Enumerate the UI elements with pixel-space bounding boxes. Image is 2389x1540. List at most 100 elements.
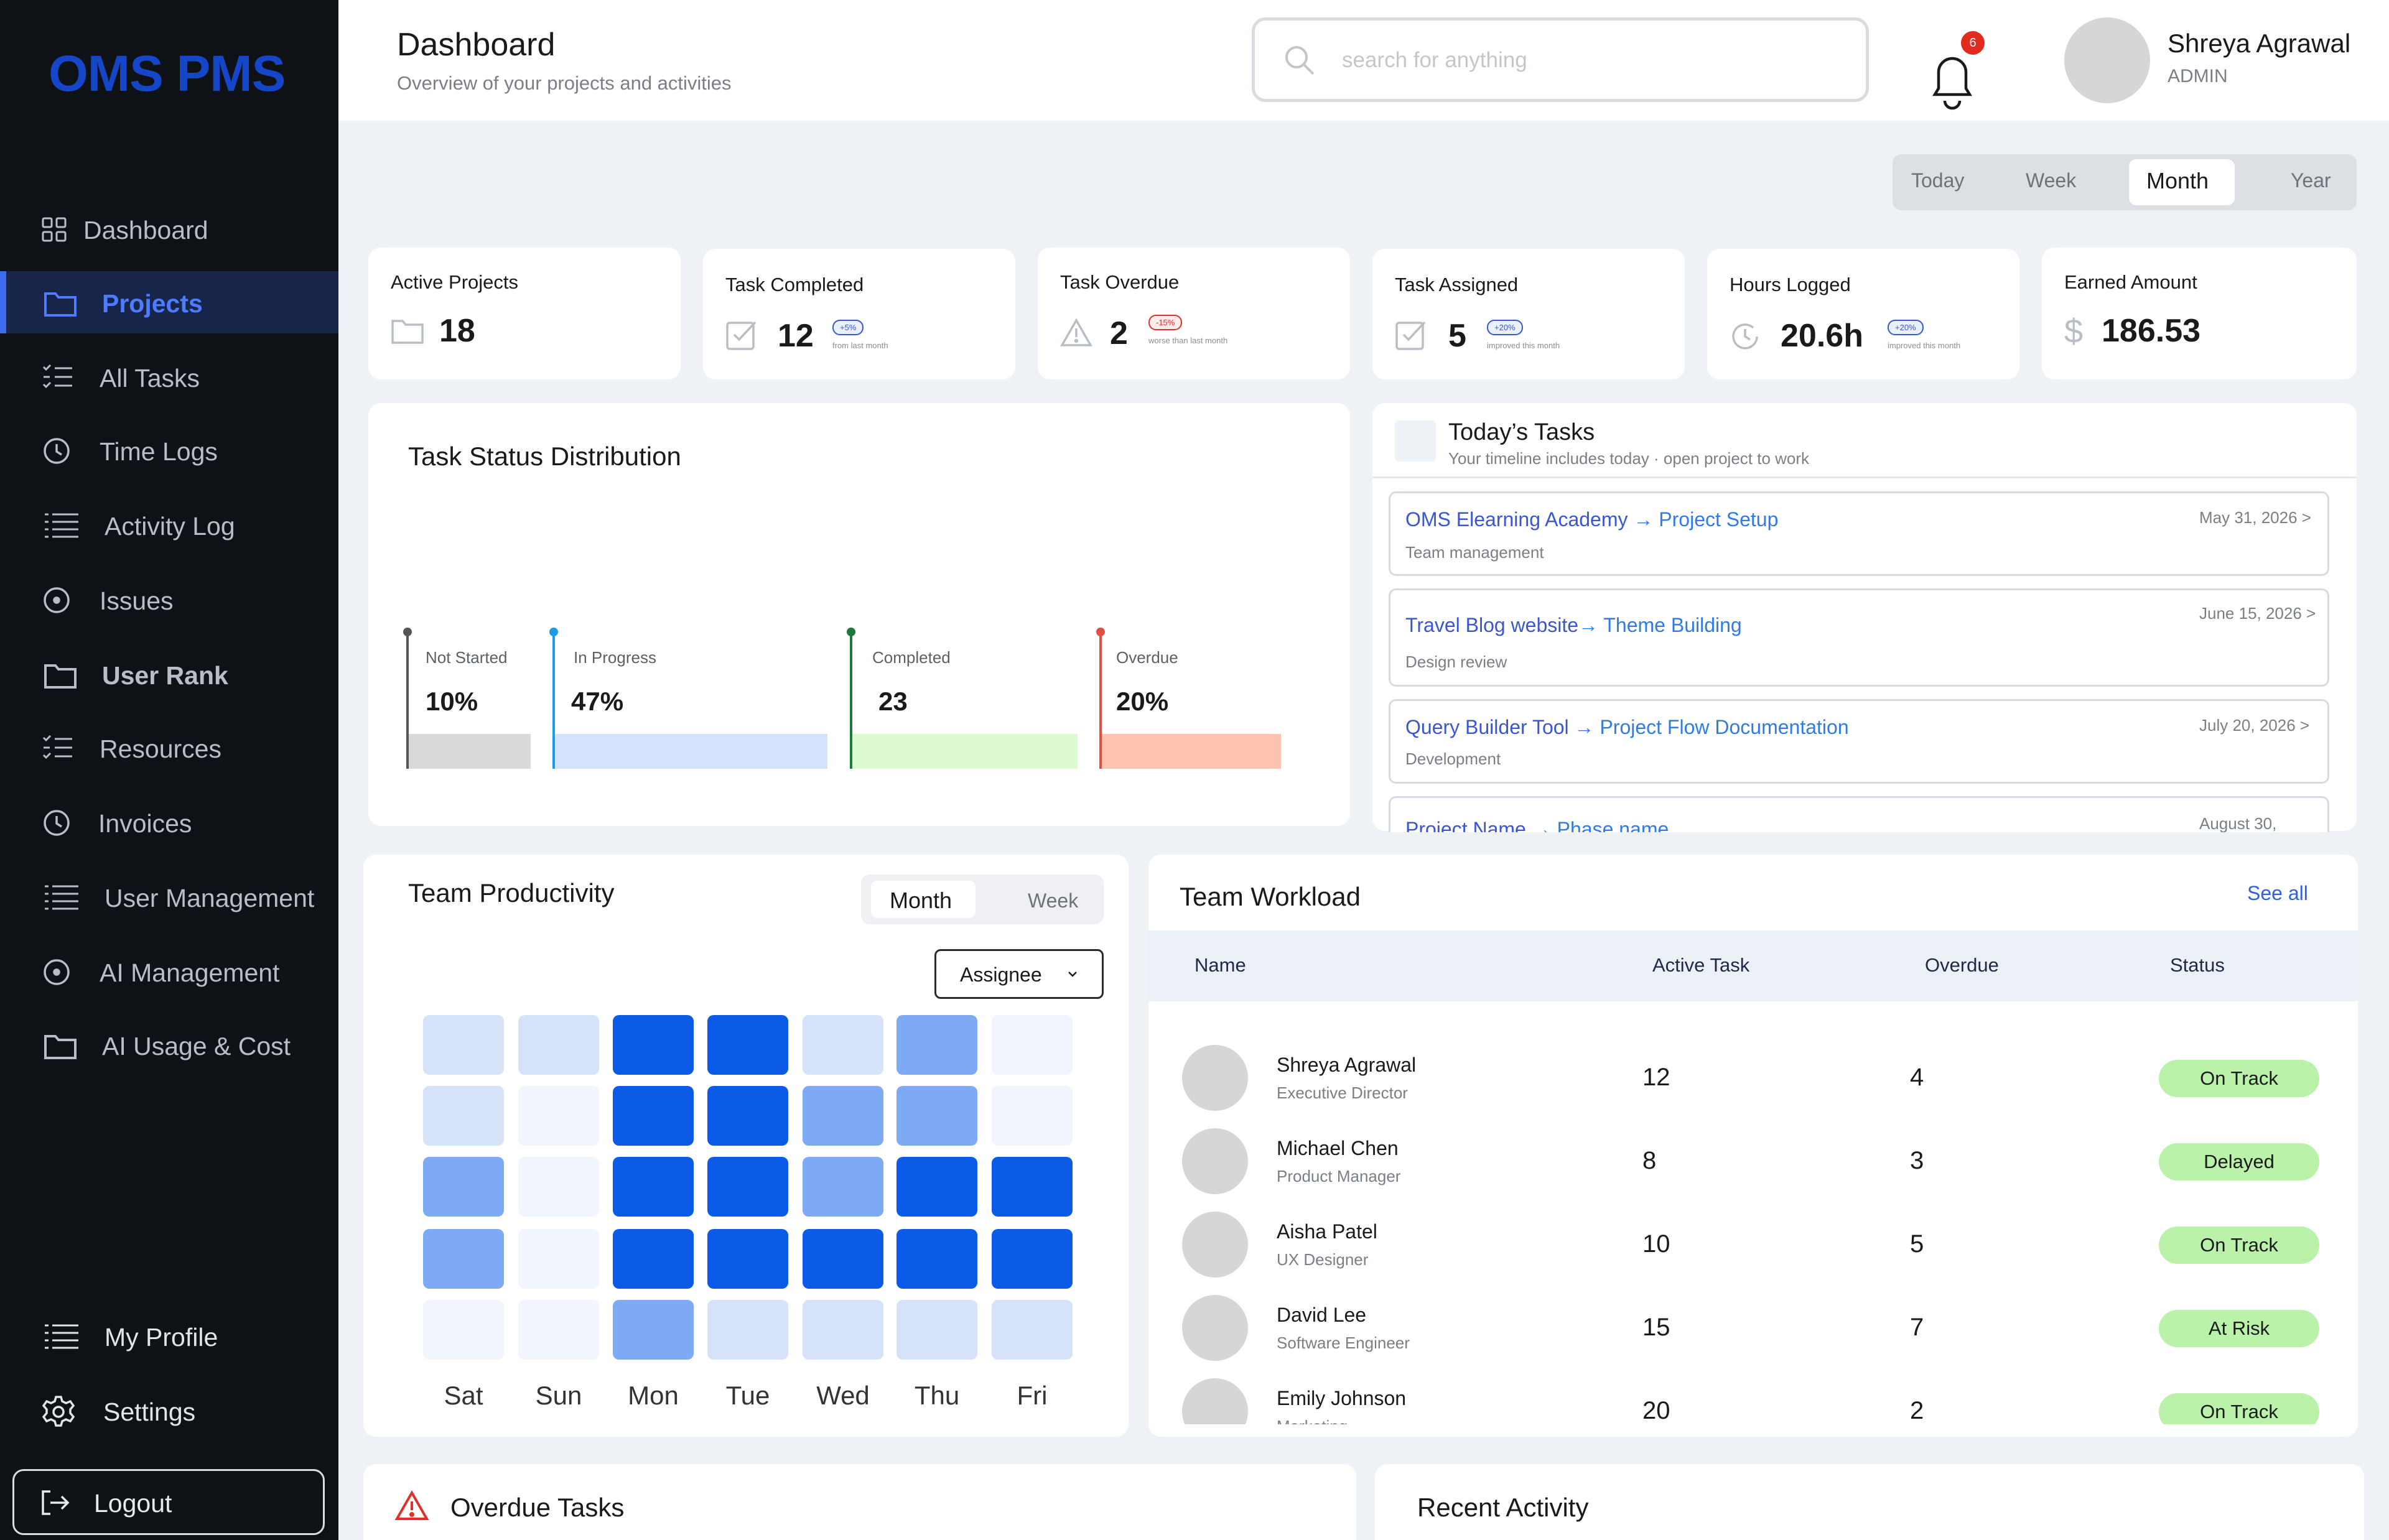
distribution-label: Not Started	[426, 648, 508, 667]
heatmap-cell[interactable]	[613, 1086, 694, 1146]
sidebar-item-my-profile[interactable]: My Profile	[0, 1305, 338, 1367]
range-option-week[interactable]: Week	[2026, 169, 2077, 192]
column-header[interactable]: Name	[1194, 954, 1246, 976]
period-option-week[interactable]: Week	[1028, 889, 1079, 912]
task-item[interactable]: Travel Blog website→ Theme Building Desi…	[1389, 588, 2329, 687]
stat-card-task-assigned[interactable]: Task Assigned 5 +20% improved this month	[1372, 249, 1685, 379]
sidebar-item-issues[interactable]: Issues	[0, 568, 338, 631]
sidebar-item-activity-log[interactable]: Activity Log	[0, 494, 338, 556]
range-option-today[interactable]: Today	[1911, 169, 1965, 192]
distribution-bar	[852, 734, 1078, 769]
heatmap-cell[interactable]	[518, 1300, 599, 1360]
sidebar-item-dashboard[interactable]: Dashboard	[0, 198, 338, 260]
sidebar-item-all-tasks[interactable]: All Tasks	[0, 346, 338, 408]
sidebar-item-settings[interactable]: Settings	[0, 1380, 338, 1442]
heatmap-cell[interactable]	[896, 1086, 977, 1146]
sidebar-item-label: AI Usage & Cost	[102, 1032, 291, 1060]
avatar[interactable]	[1182, 1295, 1248, 1361]
heatmap-cell[interactable]	[423, 1015, 504, 1075]
see-all-link[interactable]: See all	[2247, 882, 2308, 904]
stat-card-active-projects[interactable]: Active Projects 18	[368, 248, 681, 379]
stat-card-earned-amount[interactable]: Earned Amount $ 186.53	[2042, 248, 2357, 379]
heatmap-cell[interactable]	[518, 1086, 599, 1146]
range-option-month[interactable]: Month	[2146, 168, 2209, 193]
heatmap-cell[interactable]	[896, 1015, 977, 1075]
heatmap-cell[interactable]	[613, 1229, 694, 1289]
heatmap-cell[interactable]	[707, 1229, 788, 1289]
task-date: May 31, 2026 >	[2199, 508, 2311, 527]
dollar-icon: $	[2064, 313, 2084, 350]
search-input[interactable]	[1342, 44, 1840, 77]
warning-icon	[1060, 318, 1092, 346]
heatmap-cell[interactable]	[423, 1157, 504, 1217]
heatmap-cell[interactable]	[613, 1015, 694, 1075]
list-icon	[45, 513, 78, 538]
sidebar-item-label: Issues	[100, 587, 174, 615]
column-header[interactable]: Status	[2170, 954, 2225, 976]
heatmap-cell[interactable]	[992, 1086, 1073, 1146]
user-name: Shreya Agrawal	[2168, 29, 2351, 58]
heatmap-cell[interactable]	[803, 1086, 883, 1146]
date-range-toggle: Today Week Month Year	[1893, 154, 2357, 210]
period-option-month[interactable]: Month	[890, 888, 952, 913]
task-item[interactable]: OMS Elearning Academy → Project Setup Te…	[1389, 491, 2329, 576]
column-header[interactable]: Overdue	[1925, 954, 1999, 976]
heatmap-cell[interactable]	[803, 1300, 883, 1360]
status-badge: On Track	[2159, 1227, 2319, 1264]
sidebar-item-projects[interactable]: Projects	[0, 271, 338, 333]
heatmap-cell[interactable]	[423, 1229, 504, 1289]
heatmap-cell[interactable]	[518, 1015, 599, 1075]
heatmap-cell[interactable]	[896, 1229, 977, 1289]
sidebar-item-user-management[interactable]: User Management	[0, 866, 338, 928]
heatmap-cell[interactable]	[613, 1300, 694, 1360]
logout-icon	[42, 1490, 70, 1515]
heatmap-cell[interactable]	[423, 1300, 504, 1360]
list-icon	[45, 1324, 78, 1349]
stat-card-hours-logged[interactable]: Hours Logged 20.6h +20% improved this mo…	[1707, 249, 2019, 379]
task-item[interactable]: Query Builder Tool → Project Flow Docume…	[1389, 699, 2329, 784]
checklist-icon	[42, 364, 72, 389]
heatmap-cell[interactable]	[707, 1157, 788, 1217]
heatmap-cell[interactable]	[518, 1229, 599, 1289]
heatmap-cell[interactable]	[613, 1157, 694, 1217]
sidebar-item-ai-usage[interactable]: AI Usage & Cost	[0, 1014, 338, 1076]
stat-card-task-completed[interactable]: Task Completed 12 +5% from last month	[703, 249, 1015, 379]
heatmap-cell[interactable]	[707, 1086, 788, 1146]
task-date: August 30,	[2199, 814, 2277, 832]
assignee-dropdown[interactable]: Assignee	[934, 949, 1104, 999]
active-task-count: 8	[1642, 1147, 1657, 1174]
sidebar-item-time-logs[interactable]: Time Logs	[0, 419, 338, 481]
bell-icon[interactable]	[1926, 44, 1978, 113]
heatmap-cell[interactable]	[803, 1015, 883, 1075]
avatar[interactable]	[1182, 1378, 1248, 1424]
range-option-year[interactable]: Year	[2291, 169, 2331, 192]
heatmap-cell[interactable]	[518, 1157, 599, 1217]
heatmap-cell[interactable]	[992, 1229, 1073, 1289]
task-subtitle: Team management	[1405, 543, 1544, 562]
sidebar-item-user-rank[interactable]: User Rank	[0, 643, 338, 705]
heatmap-cell[interactable]	[992, 1157, 1073, 1217]
heatmap-cell[interactable]	[896, 1300, 977, 1360]
avatar[interactable]	[1182, 1212, 1248, 1278]
avatar[interactable]	[1182, 1045, 1248, 1111]
task-item[interactable]: Project Name → Phase name August 30,	[1389, 796, 2329, 832]
column-header[interactable]: Active Task	[1652, 954, 1750, 976]
heatmap-cell[interactable]	[896, 1157, 977, 1217]
heatmap-cell[interactable]	[992, 1300, 1073, 1360]
checklist-icon	[42, 735, 72, 759]
heatmap-cell[interactable]	[707, 1300, 788, 1360]
heatmap-cell[interactable]	[423, 1086, 504, 1146]
sidebar-item-invoices[interactable]: Invoices	[0, 791, 338, 853]
heatmap-cell[interactable]	[992, 1015, 1073, 1075]
search-box[interactable]	[1252, 17, 1869, 102]
sidebar-item-ai-management[interactable]: AI Management	[0, 940, 338, 1003]
logout-button[interactable]: Logout	[12, 1469, 325, 1535]
heatmap-cell[interactable]	[707, 1015, 788, 1075]
avatar[interactable]	[2064, 17, 2150, 103]
distribution-value: 20%	[1116, 687, 1169, 716]
avatar[interactable]	[1182, 1128, 1248, 1194]
heatmap-cell[interactable]	[803, 1157, 883, 1217]
sidebar-item-resources[interactable]: Resources	[0, 717, 338, 779]
stat-card-task-overdue[interactable]: Task Overdue 2 -15% worse than last mont…	[1038, 248, 1350, 379]
heatmap-cell[interactable]	[803, 1229, 883, 1289]
